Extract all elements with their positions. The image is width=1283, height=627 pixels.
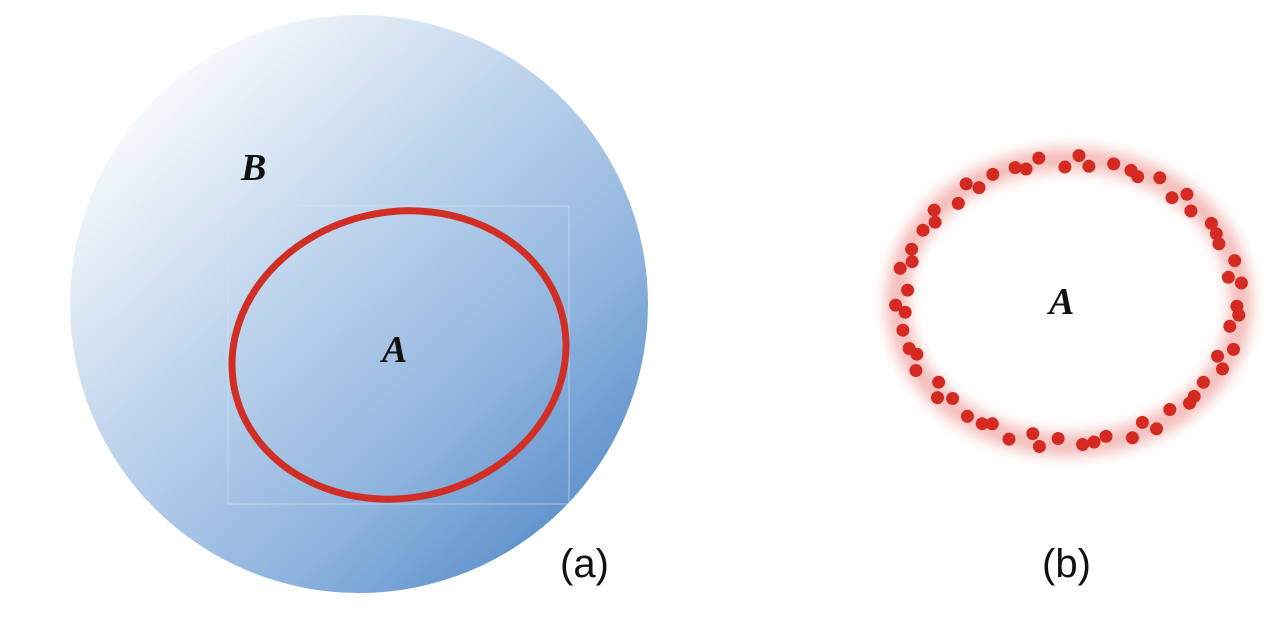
boundary-dot <box>1058 160 1072 174</box>
boundary-dot <box>893 261 907 275</box>
boundary-dot <box>1032 151 1046 165</box>
boundary-dot <box>1227 342 1240 356</box>
boundary-dot <box>1211 349 1224 363</box>
boundary-dot <box>946 392 960 405</box>
boundary-dot <box>1184 204 1198 218</box>
set-a-boundary <box>228 207 570 503</box>
boundary-dot <box>902 342 916 355</box>
boundary-dot <box>1099 429 1113 443</box>
boundary-dot <box>959 177 973 191</box>
boundary-dot <box>898 305 912 319</box>
boundary-dot <box>896 323 910 337</box>
boundary-dot <box>1107 157 1121 171</box>
boundary-dot <box>1228 254 1242 268</box>
boundary-dot <box>932 375 946 389</box>
boundary-dot <box>1032 440 1046 453</box>
boundary-dot <box>985 417 999 431</box>
boundary-dot <box>960 409 974 423</box>
boundary-dot <box>1221 270 1235 284</box>
boundary-dot <box>1150 422 1163 436</box>
boundary-dot <box>905 255 919 269</box>
boundary-dot <box>1087 435 1101 449</box>
boundary-dot <box>1153 171 1167 185</box>
panel-a-caption: (a) <box>560 542 609 586</box>
boundary-dot <box>1212 237 1226 251</box>
boundary-dot <box>1135 415 1149 429</box>
boundary-dot <box>928 215 942 229</box>
boundary-dot <box>931 391 944 405</box>
boundary-dot <box>1234 276 1248 290</box>
boundary-dot <box>1232 308 1246 322</box>
boundary-dot <box>975 417 989 431</box>
boundary-dot <box>1180 187 1194 201</box>
set-b-label: B <box>240 147 266 189</box>
panel-b-caption: (b) <box>1042 542 1091 586</box>
panel-a: B A (a) <box>70 15 648 593</box>
boundary-dot <box>1008 161 1022 175</box>
boundary-dot <box>951 196 965 210</box>
boundary-dot <box>889 298 903 312</box>
boundary-dot <box>1019 162 1033 176</box>
set-a-label-b: A <box>1047 281 1074 323</box>
panel-b: A (b) <box>886 148 1252 586</box>
boundary-dot <box>1163 403 1177 416</box>
boundary-dot <box>1082 159 1096 173</box>
boundary-dot <box>1209 227 1223 241</box>
boundary-dot <box>986 167 1000 181</box>
boundary-dot <box>1204 216 1218 230</box>
boundary-dot <box>972 181 986 195</box>
boundary-dot <box>1072 149 1086 163</box>
boundary-dot <box>905 242 919 256</box>
boundary-dot <box>1125 431 1139 445</box>
boundary-dot <box>1026 427 1040 441</box>
boundary-dot <box>1223 319 1237 333</box>
boundary-dot <box>1076 438 1090 451</box>
boundary-dot <box>1165 191 1179 205</box>
boundary-dot <box>1183 396 1196 410</box>
boundary-dots <box>889 149 1248 453</box>
boundary-dot <box>1216 362 1229 376</box>
boundary-dot <box>1002 432 1016 446</box>
boundary-dot <box>927 203 941 217</box>
boundary-dot <box>1196 375 1210 389</box>
boundary-dot <box>1051 432 1065 445</box>
boundary-dot <box>909 364 923 377</box>
set-b-region <box>70 15 648 593</box>
boundary-dot <box>916 223 930 237</box>
boundary-dot <box>1131 170 1145 184</box>
boundary-dot <box>901 283 915 297</box>
set-a-label: A <box>380 329 407 371</box>
